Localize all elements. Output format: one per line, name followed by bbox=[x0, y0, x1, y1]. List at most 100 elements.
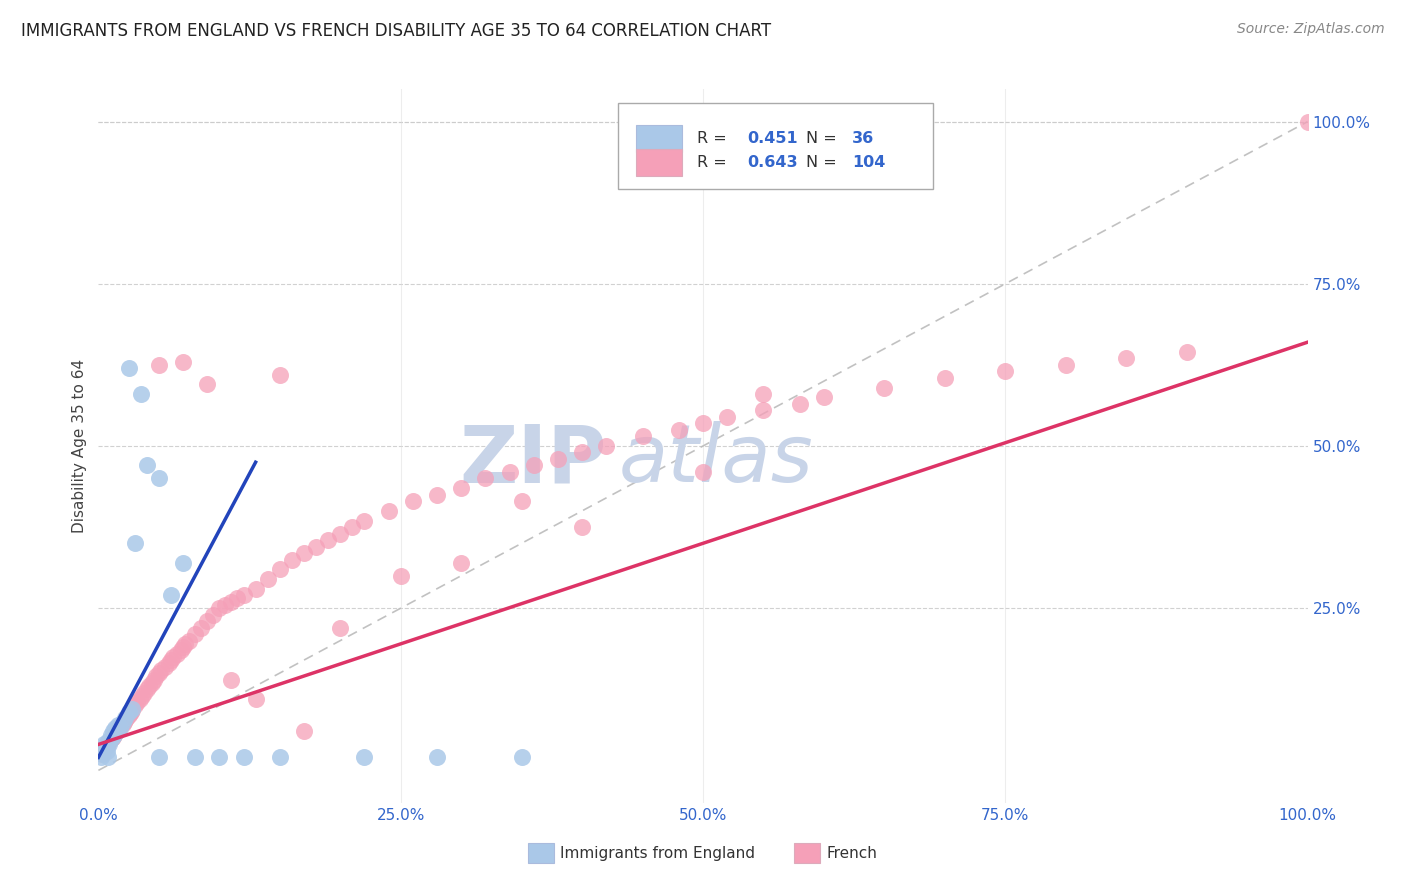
Point bbox=[305, 540, 328, 554]
Point bbox=[389, 568, 412, 582]
Point bbox=[129, 387, 152, 401]
Point bbox=[141, 675, 163, 690]
Text: atlas: atlas bbox=[619, 421, 813, 500]
Point bbox=[571, 520, 593, 534]
Point bbox=[316, 533, 339, 547]
Point bbox=[510, 750, 533, 764]
Point bbox=[91, 744, 114, 758]
Point bbox=[402, 494, 425, 508]
Point bbox=[221, 595, 243, 609]
Point bbox=[115, 711, 138, 725]
Point bbox=[595, 439, 617, 453]
Point bbox=[195, 614, 218, 628]
Point bbox=[329, 526, 352, 541]
Text: ZIP: ZIP bbox=[458, 421, 606, 500]
Point bbox=[873, 381, 896, 395]
Point bbox=[97, 734, 120, 748]
Point bbox=[94, 740, 117, 755]
Point bbox=[91, 744, 114, 758]
Text: 104: 104 bbox=[852, 155, 886, 170]
Point bbox=[143, 673, 166, 687]
Point bbox=[134, 685, 156, 699]
Point bbox=[153, 659, 176, 673]
Text: IMMIGRANTS FROM ENGLAND VS FRENCH DISABILITY AGE 35 TO 64 CORRELATION CHART: IMMIGRANTS FROM ENGLAND VS FRENCH DISABI… bbox=[21, 22, 772, 40]
Point bbox=[138, 679, 160, 693]
Point bbox=[450, 556, 472, 570]
Point bbox=[105, 724, 128, 739]
Point bbox=[269, 562, 291, 576]
Point bbox=[1296, 114, 1319, 128]
Point bbox=[752, 403, 775, 417]
Text: N =: N = bbox=[806, 155, 842, 170]
Point bbox=[103, 728, 125, 742]
Point bbox=[716, 409, 738, 424]
Point bbox=[195, 377, 218, 392]
Point bbox=[226, 591, 249, 606]
Point bbox=[813, 390, 835, 404]
Text: Source: ZipAtlas.com: Source: ZipAtlas.com bbox=[1237, 22, 1385, 37]
Point bbox=[342, 520, 364, 534]
Point bbox=[377, 504, 399, 518]
Point bbox=[668, 423, 690, 437]
Point bbox=[221, 673, 243, 687]
Point bbox=[190, 621, 212, 635]
Point bbox=[145, 669, 167, 683]
Point bbox=[692, 465, 714, 479]
Point bbox=[179, 633, 201, 648]
Point bbox=[91, 747, 114, 761]
Point bbox=[269, 750, 291, 764]
Point bbox=[135, 682, 157, 697]
Point bbox=[114, 711, 136, 725]
Point bbox=[127, 695, 149, 709]
Point bbox=[107, 718, 129, 732]
Point bbox=[256, 572, 278, 586]
Point bbox=[148, 750, 170, 764]
Point bbox=[1175, 345, 1198, 359]
Point bbox=[245, 582, 267, 596]
Point bbox=[510, 494, 533, 508]
Point bbox=[118, 361, 141, 376]
Text: N =: N = bbox=[806, 131, 842, 146]
Point bbox=[208, 750, 231, 764]
Point bbox=[96, 739, 118, 753]
Point bbox=[208, 601, 231, 615]
FancyBboxPatch shape bbox=[619, 103, 932, 189]
Point bbox=[121, 702, 143, 716]
Point bbox=[1054, 358, 1077, 372]
Point bbox=[172, 354, 194, 368]
Point bbox=[100, 731, 122, 745]
Point bbox=[91, 747, 114, 761]
Point bbox=[104, 721, 127, 735]
Point bbox=[118, 705, 141, 719]
Point bbox=[184, 750, 207, 764]
Point bbox=[101, 730, 124, 744]
Point bbox=[353, 514, 375, 528]
Point bbox=[110, 718, 132, 732]
Point bbox=[157, 657, 180, 671]
Point bbox=[426, 488, 449, 502]
FancyBboxPatch shape bbox=[793, 844, 820, 863]
Point bbox=[752, 387, 775, 401]
Point bbox=[98, 734, 121, 748]
Point bbox=[160, 653, 183, 667]
Point bbox=[105, 724, 128, 739]
Point bbox=[292, 546, 315, 560]
Point bbox=[166, 647, 188, 661]
Point bbox=[148, 358, 170, 372]
Point bbox=[169, 643, 191, 657]
Point bbox=[174, 637, 197, 651]
Point bbox=[202, 607, 225, 622]
Point bbox=[104, 725, 127, 739]
Point bbox=[474, 471, 496, 485]
Point bbox=[124, 536, 146, 550]
Point bbox=[692, 417, 714, 431]
Point bbox=[101, 724, 124, 739]
Point bbox=[117, 710, 139, 724]
Point bbox=[118, 708, 141, 723]
Point bbox=[292, 724, 315, 739]
Point bbox=[124, 698, 146, 713]
Y-axis label: Disability Age 35 to 64: Disability Age 35 to 64 bbox=[72, 359, 87, 533]
Point bbox=[90, 750, 112, 764]
Point bbox=[148, 666, 170, 681]
Text: 36: 36 bbox=[852, 131, 875, 146]
